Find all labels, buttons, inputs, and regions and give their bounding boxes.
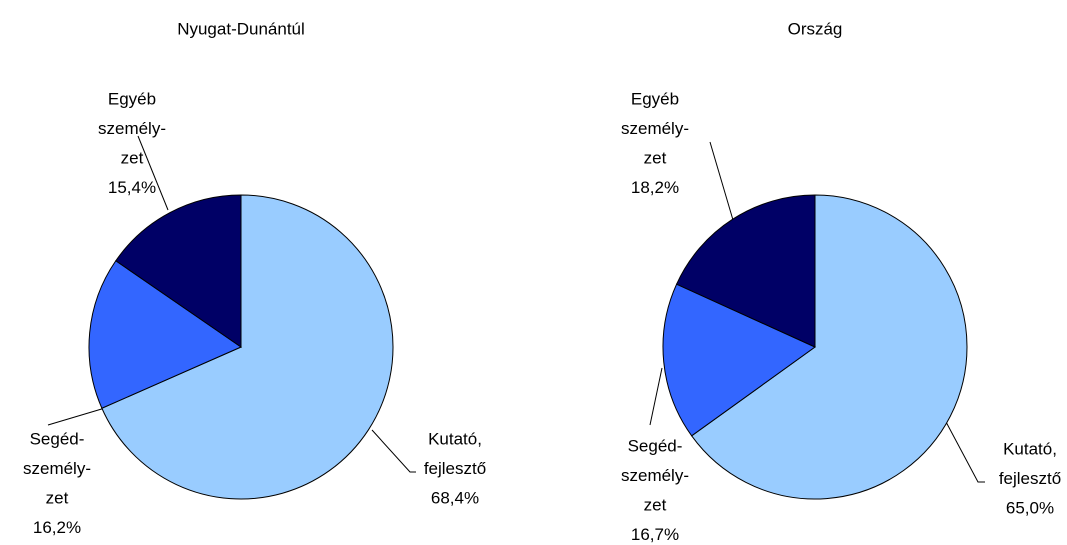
value-label: 15,4% <box>108 178 156 197</box>
slice-label: személy- <box>98 119 166 138</box>
pie-slice <box>662 283 816 437</box>
pie-slice <box>675 194 816 348</box>
slice-label: Egyéb <box>108 89 156 108</box>
slice-label: Kutató, <box>428 429 482 448</box>
value-label: 16,7% <box>631 525 679 544</box>
slice-label: zet <box>121 148 144 167</box>
slice-label: Segéd- <box>30 429 85 448</box>
slice-label: személy- <box>621 119 689 138</box>
slice-label: zet <box>46 488 69 507</box>
slice-label: fejlesztő <box>424 459 486 478</box>
pie-slice <box>690 194 968 500</box>
slice-label: Kutató, <box>1003 439 1057 458</box>
slice-label: zet <box>644 495 667 514</box>
value-label: 16,2% <box>33 518 81 537</box>
leader-line <box>944 419 985 483</box>
chart-title: Nyugat-Dunántúl <box>177 19 305 38</box>
leader-line <box>371 429 416 473</box>
slice-label: zet <box>644 148 667 167</box>
slice-label: személy- <box>23 459 91 478</box>
slice-label: fejlesztő <box>999 469 1061 488</box>
slice-label: Egyéb <box>631 89 679 108</box>
value-label: 65,0% <box>1006 498 1054 517</box>
slice-label: Segéd- <box>628 436 683 455</box>
pie-slice <box>115 194 242 348</box>
value-label: 18,2% <box>631 178 679 197</box>
leader-line <box>47 407 106 426</box>
pie-slice <box>88 260 243 409</box>
value-label: 68,4% <box>431 488 479 507</box>
slice-label: személy- <box>621 466 689 485</box>
chart-title: Ország <box>788 19 843 38</box>
pie-slice <box>101 194 394 500</box>
leader-line <box>137 135 169 211</box>
leader-line <box>649 367 663 426</box>
leader-line <box>709 141 734 221</box>
